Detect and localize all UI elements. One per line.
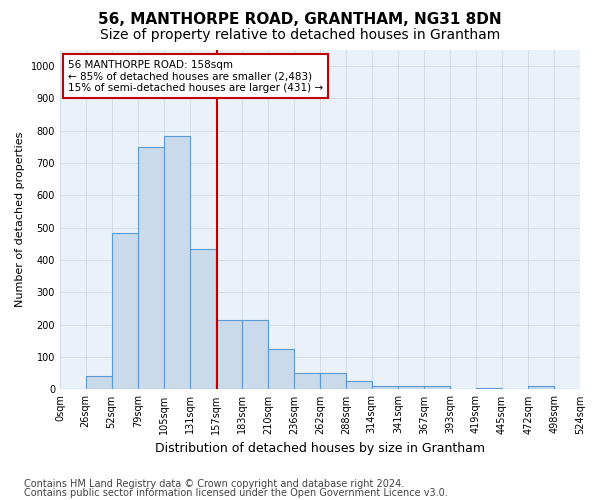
- Text: 56 MANTHORPE ROAD: 158sqm
← 85% of detached houses are smaller (2,483)
15% of se: 56 MANTHORPE ROAD: 158sqm ← 85% of detac…: [68, 60, 323, 93]
- Bar: [190, 249, 216, 390]
- Bar: [294, 374, 320, 390]
- Text: Size of property relative to detached houses in Grantham: Size of property relative to detached ho…: [100, 28, 500, 42]
- Text: 56, MANTHORPE ROAD, GRANTHAM, NG31 8DN: 56, MANTHORPE ROAD, GRANTHAM, NG31 8DN: [98, 12, 502, 28]
- Bar: [112, 232, 139, 390]
- Text: Contains HM Land Registry data © Crown copyright and database right 2024.: Contains HM Land Registry data © Crown c…: [24, 479, 404, 489]
- Bar: [242, 320, 268, 390]
- Bar: [164, 136, 190, 390]
- Text: Contains public sector information licensed under the Open Government Licence v3: Contains public sector information licen…: [24, 488, 448, 498]
- Bar: [371, 386, 398, 390]
- Bar: [86, 376, 112, 390]
- Bar: [216, 320, 242, 390]
- X-axis label: Distribution of detached houses by size in Grantham: Distribution of detached houses by size …: [155, 442, 485, 455]
- Bar: [398, 386, 424, 390]
- Bar: [139, 147, 164, 390]
- Bar: [320, 374, 346, 390]
- Bar: [529, 386, 554, 390]
- Y-axis label: Number of detached properties: Number of detached properties: [15, 132, 25, 308]
- Bar: [476, 388, 502, 390]
- Bar: [424, 386, 450, 390]
- Bar: [346, 382, 371, 390]
- Bar: [268, 349, 294, 390]
